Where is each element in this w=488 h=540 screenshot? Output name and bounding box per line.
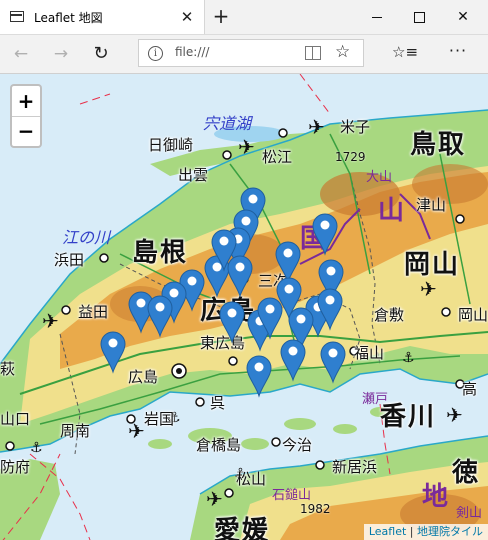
leaflet-link[interactable]: Leaflet <box>368 525 407 538</box>
url-text[interactable]: file:/// <box>175 45 210 59</box>
title-bar: Leaflet 地図 ✕ + ✕ <box>0 0 488 35</box>
svg-text:✈: ✈ <box>42 309 59 333</box>
svg-text:✈: ✈ <box>308 115 325 139</box>
map-marker-pin[interactable] <box>227 255 253 298</box>
map-marker-pin[interactable] <box>211 229 237 272</box>
label-hagi: 萩 <box>0 360 16 378</box>
label-hamada: 浜田 <box>54 251 85 269</box>
favorites-list-icon[interactable]: ☆≡ <box>392 43 419 61</box>
port-icons: ⚓ ⚓ ⚓ ⚓ <box>30 350 415 482</box>
reading-view-icon[interactable] <box>305 46 321 60</box>
label-masuda: 益田 <box>78 303 109 321</box>
map-marker-pin[interactable] <box>312 213 338 256</box>
browser-tab[interactable]: Leaflet 地図 ✕ <box>0 0 205 34</box>
label-taka: 高 <box>462 380 478 398</box>
map-marker-pin[interactable] <box>100 331 126 374</box>
label-yonago: 米子 <box>340 118 371 136</box>
page-icon <box>10 11 24 22</box>
tab-close-icon[interactable]: ✕ <box>180 8 194 26</box>
svg-text:✈: ✈ <box>446 403 463 427</box>
label-fukuyama: 福山 <box>354 344 385 362</box>
label-imabari: 今治 <box>282 436 313 454</box>
svg-text:✈: ✈ <box>128 419 145 443</box>
map-marker-pin[interactable] <box>288 307 314 350</box>
label-range-yama: 山 <box>378 196 405 226</box>
navigation-bar: ← → ↻ i file:/// ☆ ☆≡ ··· <box>0 35 488 74</box>
more-menu-icon[interactable]: ··· <box>448 41 468 60</box>
label-kagawa: 香川 <box>380 402 437 432</box>
label-matsue: 松江 <box>262 148 293 166</box>
label-okayama-city: 岡山 <box>458 306 488 324</box>
label-yamaguchi: 山口 <box>0 410 31 428</box>
svg-text:⚓: ⚓ <box>234 466 247 482</box>
label-kurahashi: 倉橋島 <box>196 436 242 454</box>
forward-button[interactable]: → <box>53 44 69 64</box>
new-tab-button[interactable]: + <box>212 4 230 28</box>
close-window-button[interactable]: ✕ <box>457 9 469 25</box>
label-shinji: 宍道湖 <box>203 114 252 133</box>
svg-text:✈: ✈ <box>420 277 437 301</box>
marker-layer[interactable] <box>0 74 488 540</box>
map-marker-pin[interactable] <box>318 259 344 302</box>
label-elev-1982: 1982 <box>300 502 331 516</box>
label-kurashiki: 倉敷 <box>374 306 405 324</box>
refresh-button[interactable]: ↻ <box>93 43 109 64</box>
info-icon[interactable]: i <box>148 46 163 61</box>
svg-text:⚓: ⚓ <box>402 350 415 366</box>
label-tottori: 鳥取 <box>410 130 467 160</box>
label-gonokawa: 江の川 <box>62 228 111 247</box>
svg-text:⚓: ⚓ <box>30 440 43 456</box>
label-seto: 瀬戸 <box>362 392 389 407</box>
label-iwakuni: 岩国 <box>144 410 175 428</box>
label-ehime: 愛媛 <box>214 516 271 540</box>
label-okayama-pref: 岡山 <box>404 250 461 280</box>
label-tsuyama: 津山 <box>416 196 447 214</box>
label-elev-1729: 1729 <box>335 150 366 164</box>
tab-title: Leaflet 地図 <box>34 11 103 25</box>
map-marker-pin[interactable] <box>317 288 343 331</box>
attribution-separator: | <box>406 525 417 538</box>
map-marker-pin[interactable] <box>147 295 173 338</box>
label-ishizuchi: 石鎚山 <box>272 488 312 503</box>
map-marker-pin[interactable] <box>219 301 245 344</box>
zoom-in-button[interactable]: + <box>12 86 40 117</box>
favorite-star-icon[interactable]: ☆ <box>335 42 351 62</box>
label-shimane: 島根 <box>132 238 189 268</box>
svg-text:✈: ✈ <box>238 135 255 159</box>
back-button[interactable]: ← <box>13 44 29 64</box>
minimize-button[interactable] <box>360 0 394 34</box>
label-hofu: 防府 <box>0 458 31 476</box>
svg-text:✈: ✈ <box>206 487 223 511</box>
label-tsurugi: 剣山 <box>456 506 483 521</box>
zoom-control: + − <box>10 84 42 148</box>
gsi-tiles-link[interactable]: 地理院タイル <box>417 525 483 538</box>
label-niihama: 新居浜 <box>332 458 378 476</box>
map-marker-pin[interactable] <box>280 339 306 382</box>
label-shunan: 周南 <box>60 422 91 440</box>
map-marker-pin[interactable] <box>246 355 272 398</box>
label-izumo: 出雲 <box>178 166 209 184</box>
label-hinomisaki: 日御崎 <box>148 136 194 154</box>
map-attribution: Leaflet | 地理院タイル <box>363 524 488 540</box>
address-bar[interactable]: i file:/// ☆ <box>138 39 364 67</box>
zoom-out-button[interactable]: − <box>17 119 35 143</box>
map-marker-pin[interactable] <box>320 341 346 384</box>
label-daisen: 大山 <box>366 170 393 185</box>
label-kure: 呉 <box>210 394 226 412</box>
map-marker-pin[interactable] <box>276 277 302 320</box>
label-range-chi: 地 <box>422 482 449 512</box>
city-dots <box>5 128 465 498</box>
map-marker-pin[interactable] <box>275 241 301 284</box>
maximize-button[interactable] <box>402 0 436 34</box>
map-marker-pin[interactable] <box>257 297 283 340</box>
airport-icons: ✈ ✈ ✈ ✈ ✈ ✈ ✈ <box>42 115 463 511</box>
svg-text:⚓: ⚓ <box>168 410 181 426</box>
label-tokushima: 徳 <box>452 458 481 488</box>
label-hiroshima-city: 広島 <box>128 368 159 386</box>
label-matsuyama: 松山 <box>236 470 267 488</box>
leaflet-map[interactable]: ✈ ✈ ✈ ✈ ✈ ✈ ✈ ⚓ ⚓ ⚓ ⚓ 宍道湖 米子 鳥取 日御崎 松江 1… <box>0 74 488 540</box>
